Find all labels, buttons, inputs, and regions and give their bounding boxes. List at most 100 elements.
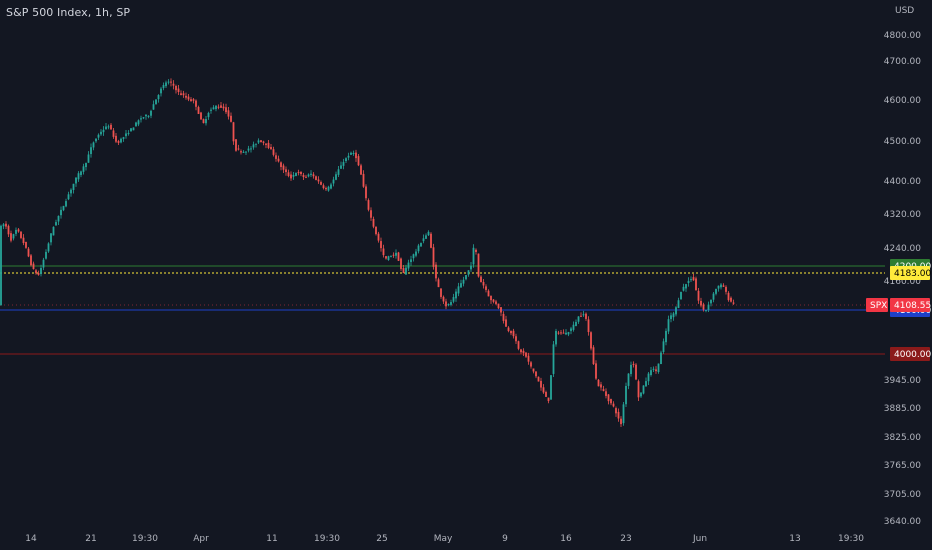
y-tick-label: 4160.00 — [884, 277, 921, 287]
candle — [52, 226, 55, 236]
candle — [467, 270, 470, 277]
candle — [385, 255, 387, 260]
candle — [507, 326, 510, 333]
candle — [257, 138, 260, 144]
candle — [340, 161, 342, 169]
candle — [687, 277, 690, 287]
candle — [487, 289, 490, 297]
candle — [510, 330, 512, 336]
candle — [285, 166, 287, 176]
candle — [570, 326, 572, 335]
candle — [315, 175, 317, 181]
candle — [717, 285, 720, 292]
symbol-label: SPX — [870, 301, 887, 311]
candle — [532, 368, 535, 374]
candle — [250, 146, 252, 153]
candle — [22, 234, 25, 246]
time-axis[interactable]: 14 21 19:30 Apr 11 19:30 25 May 9 16 23 Jun 13 19:30 — [25, 534, 864, 544]
candle — [212, 105, 215, 110]
candle — [540, 377, 542, 391]
y-tick-label: 4700.00 — [884, 57, 921, 67]
candle — [525, 352, 527, 359]
last-price-label: 4108.55 — [894, 301, 931, 311]
candle — [35, 268, 37, 275]
candle — [475, 248, 477, 255]
candle — [637, 379, 640, 402]
candle — [20, 231, 22, 240]
candle — [387, 255, 390, 261]
candle — [720, 282, 722, 290]
candle — [407, 259, 410, 272]
candle — [245, 151, 247, 155]
candle — [132, 127, 135, 131]
candle — [225, 103, 227, 115]
candle — [207, 111, 210, 120]
candle — [262, 140, 265, 146]
candle — [55, 219, 57, 226]
candle — [575, 319, 577, 327]
candle — [437, 277, 440, 288]
y-tick-label: 4600.00 — [884, 96, 921, 106]
candle — [377, 231, 380, 243]
candle — [305, 174, 307, 179]
candle — [205, 115, 207, 126]
candle — [732, 299, 735, 305]
y-tick-label: 4800.00 — [884, 31, 921, 41]
candle — [560, 329, 562, 335]
candle — [582, 310, 585, 317]
y-tick-label: 4400.00 — [884, 177, 921, 187]
currency-label: USD — [895, 6, 915, 16]
candle — [337, 165, 340, 178]
x-tick-label: 19:30 — [132, 534, 158, 544]
candle — [450, 299, 452, 307]
horizontal-levels — [0, 265, 885, 355]
candle — [405, 264, 407, 275]
candle — [107, 124, 110, 130]
candle — [312, 172, 315, 179]
candle — [705, 309, 707, 313]
candle — [542, 384, 545, 394]
candle — [267, 139, 270, 150]
candle — [37, 270, 40, 276]
candle — [77, 171, 80, 182]
candle — [335, 171, 337, 181]
candle — [695, 276, 697, 291]
level-tag[interactable]: 4183.00 — [890, 266, 931, 280]
candle — [260, 140, 262, 143]
chart-title: S&P 500 Index, 1h, SP — [6, 6, 131, 19]
candle — [362, 170, 365, 188]
candle — [357, 153, 360, 167]
candle — [612, 401, 615, 408]
candle — [85, 162, 87, 171]
candle — [635, 363, 637, 381]
candle — [27, 247, 30, 258]
last-price-tag[interactable]: SPX 4108.55 — [866, 298, 931, 312]
candle — [360, 163, 362, 175]
candle — [272, 146, 275, 157]
price-axis[interactable]: 4800.00 4700.00 4600.00 4500.00 4400.00 4320.… — [884, 31, 921, 527]
candle — [210, 107, 212, 114]
candle — [32, 261, 35, 270]
candle — [495, 299, 497, 306]
candle — [215, 104, 217, 112]
level-tag-label: 4183.00 — [894, 269, 931, 279]
candle — [435, 262, 437, 282]
y-tick-label: 3885.00 — [884, 404, 921, 414]
x-tick-label: 13 — [789, 534, 800, 544]
candle — [197, 105, 200, 115]
candle — [130, 128, 132, 132]
candle — [202, 118, 205, 124]
candle — [222, 103, 225, 111]
level-tag[interactable]: 4000.00 — [890, 347, 931, 361]
candle — [727, 291, 730, 302]
candle — [645, 377, 647, 387]
y-tick-label: 4320.00 — [884, 210, 921, 220]
candle — [555, 328, 557, 347]
candle — [297, 169, 300, 176]
candle — [592, 345, 595, 365]
x-tick-label: 9 — [502, 534, 508, 544]
candle — [352, 150, 355, 156]
candle — [372, 216, 375, 229]
